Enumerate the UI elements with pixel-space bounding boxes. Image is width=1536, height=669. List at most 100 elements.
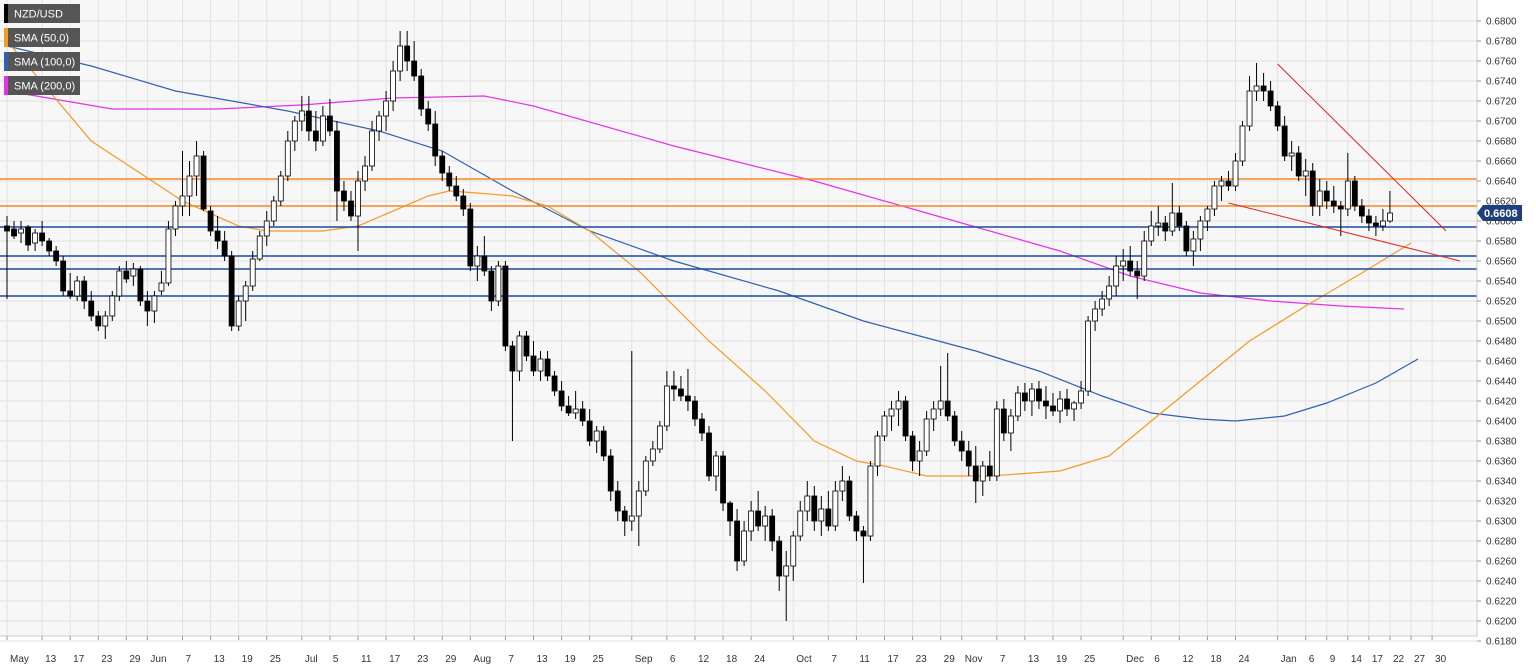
candle-body-down [509, 345, 516, 372]
sma100-line [6, 45, 1419, 422]
candle-body-up [355, 180, 361, 217]
candle-body-up [74, 280, 81, 297]
candle [1169, 183, 1176, 236]
candle-body-down [418, 75, 425, 110]
candle-body-up [1120, 260, 1127, 267]
candle [1176, 206, 1183, 231]
candle-body-up [277, 175, 284, 202]
x-tick-label: Oct [796, 654, 812, 665]
candle-body-up [256, 235, 263, 260]
candle-body-up [923, 418, 930, 452]
candle [860, 526, 867, 583]
x-tick-label: 17 [888, 654, 900, 665]
legend-item: NZD/USD [4, 4, 80, 23]
candle [495, 261, 502, 306]
candle [88, 291, 95, 321]
candle [1007, 409, 1014, 451]
candle [165, 221, 172, 286]
candle-body-up [635, 490, 642, 517]
candle [39, 221, 45, 246]
x-tick-label: May [10, 654, 29, 665]
candle [642, 456, 649, 496]
x-tick-label: Sep [635, 654, 653, 665]
candle [256, 231, 263, 261]
candle [376, 111, 382, 141]
candle [776, 536, 783, 591]
legend-box [4, 28, 80, 47]
x-tick-label: 6 [670, 654, 676, 665]
candle-body-down [1351, 180, 1358, 207]
candle [1246, 76, 1253, 131]
candle-body-up [263, 220, 270, 237]
candle-body-down [60, 260, 67, 292]
candle-body-up [649, 448, 656, 462]
candle-body-down [1295, 152, 1302, 177]
candle [235, 296, 242, 331]
candle-body-down [706, 432, 712, 477]
candle [579, 401, 586, 426]
legend-swatch [4, 4, 8, 23]
y-tick-label: 0.6380 [1486, 437, 1517, 448]
y-tick-label: 0.6240 [1486, 577, 1517, 588]
y-tick-label: 0.6640 [1486, 177, 1517, 188]
x-tick-label: 7 [508, 654, 514, 665]
x-tick-label: 19 [565, 654, 577, 665]
y-tick-label: 0.6280 [1486, 537, 1517, 548]
candle [130, 263, 137, 286]
candle [678, 376, 684, 401]
candle [635, 481, 642, 546]
candle-body-down [446, 172, 453, 187]
candle [1337, 201, 1344, 236]
candle-body-down [467, 208, 474, 267]
candle-body-down [1000, 408, 1007, 434]
candle-body-down [453, 185, 460, 197]
x-tick-label: 23 [101, 654, 113, 665]
candle [474, 246, 481, 281]
candle [362, 156, 368, 191]
candle [706, 426, 712, 481]
candle-body-down [600, 430, 607, 457]
candle [327, 99, 333, 136]
x-tick-label: 17 [73, 654, 85, 665]
x-tick-label: 12 [1182, 654, 1194, 665]
candle-body-up [1387, 212, 1393, 222]
candle-body-up [741, 530, 747, 562]
trendline [1228, 202, 1461, 262]
y-tick-label: 0.6700 [1486, 117, 1517, 128]
candle-body-down [432, 123, 439, 157]
candle [109, 291, 116, 321]
candle-body-up [713, 455, 719, 477]
trendlines [1228, 63, 1461, 262]
legend-label: SMA (200,0) [14, 81, 75, 93]
y-tick-label: 0.6560 [1486, 257, 1517, 268]
candle [1022, 383, 1028, 411]
candle [804, 481, 811, 521]
candle-body-down [825, 508, 832, 527]
sma200-line [6, 90, 1405, 310]
candle-body-up [1302, 170, 1309, 177]
candle [1106, 276, 1113, 306]
candle-body-up [383, 100, 389, 117]
y-tick-label: 0.6740 [1486, 77, 1517, 88]
candle-body-up [158, 282, 165, 292]
x-tick-label: 6 [1309, 654, 1315, 665]
candle-body-down [348, 200, 354, 217]
candle-body-down [523, 335, 530, 357]
candle [1225, 171, 1232, 191]
candle-body-down [1183, 225, 1190, 252]
y-tick-label: 0.6780 [1486, 37, 1517, 48]
candle [207, 206, 214, 236]
candle [355, 171, 361, 251]
candle-body-up [495, 265, 502, 302]
candle-body-down [137, 268, 144, 302]
candle [81, 276, 88, 309]
x-tick-label: 18 [1210, 654, 1222, 665]
candle [649, 441, 656, 466]
candle [488, 266, 495, 311]
y-tick-label: 0.6580 [1486, 237, 1517, 248]
trendline [1277, 63, 1447, 232]
candle-body-up [516, 335, 523, 372]
candle [404, 31, 411, 71]
candle [411, 41, 418, 81]
x-tick-label: Jul [305, 654, 318, 665]
